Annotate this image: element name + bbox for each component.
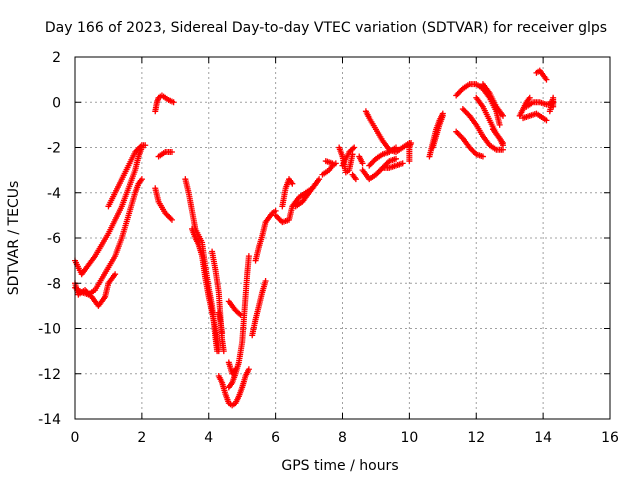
y-tick-label: -2 <box>47 141 61 157</box>
series-arc36 <box>459 106 506 153</box>
series-arc39 <box>489 126 506 149</box>
data-point <box>359 160 366 167</box>
data-point <box>543 76 550 83</box>
series-arc31 <box>406 139 415 165</box>
x-tick-label: 0 <box>71 430 80 446</box>
series-arc30 <box>379 160 406 171</box>
series-arc26 <box>359 155 399 183</box>
y-tick-label: -6 <box>47 231 61 247</box>
series-arc35 <box>453 128 486 160</box>
series-arc1 <box>72 144 145 278</box>
y-tick-label: -4 <box>47 186 61 202</box>
series-arc20 <box>292 180 319 210</box>
series-arc43 <box>533 67 550 83</box>
series-arc15 <box>225 359 239 377</box>
data-point <box>393 144 399 151</box>
data-point <box>237 311 244 318</box>
data-point <box>138 176 145 183</box>
series-arc24 <box>339 144 358 169</box>
data-point <box>351 144 358 151</box>
data-point <box>112 271 119 278</box>
data-point <box>170 99 177 106</box>
data-point <box>349 145 356 152</box>
series-arc33 <box>429 112 446 151</box>
data-point <box>316 176 323 183</box>
data-point <box>215 348 222 355</box>
x-tick-label: 4 <box>204 430 213 446</box>
data-point <box>220 348 227 355</box>
data-point <box>312 180 319 187</box>
x-axis-label: GPS time / hours <box>281 458 398 474</box>
x-tick-label: 14 <box>534 430 552 446</box>
x-tick-label: 12 <box>467 430 485 446</box>
grid <box>75 57 610 419</box>
data-point <box>245 366 252 373</box>
y-tick-label: 2 <box>52 50 61 66</box>
data-point <box>546 108 553 115</box>
axes <box>74 56 611 420</box>
series-arc27 <box>356 153 366 167</box>
series-arc44 <box>546 94 557 115</box>
data-point <box>439 112 446 119</box>
series-arc6 <box>152 185 175 223</box>
series-arc25 <box>349 171 359 183</box>
series-arc28 <box>362 108 413 156</box>
x-tick-label: 6 <box>271 430 280 446</box>
data-point <box>496 121 503 128</box>
data-point <box>168 149 175 156</box>
data-point <box>393 155 399 162</box>
y-tick-label: -12 <box>38 367 61 383</box>
data-marks <box>72 67 557 409</box>
y-tick-label: -14 <box>38 412 61 428</box>
data-point <box>219 330 226 337</box>
data-point <box>479 153 486 160</box>
y-tick-label: -10 <box>38 322 61 338</box>
data-point <box>236 310 243 317</box>
data-point <box>543 117 550 124</box>
series-arc19 <box>279 176 296 210</box>
data-point <box>262 277 269 284</box>
x-tick-label: 10 <box>400 430 418 446</box>
y-tick-label: -8 <box>47 276 61 292</box>
y-axis-label: SDTVAR / TECUs <box>6 181 22 296</box>
data-point <box>500 142 506 149</box>
series-arc5 <box>155 149 175 160</box>
y-tick-label: 0 <box>52 95 61 111</box>
data-point <box>289 180 296 187</box>
data-point <box>168 216 175 223</box>
data-point <box>329 160 336 167</box>
data-point <box>142 142 149 149</box>
series-arc17 <box>252 207 279 264</box>
data-point <box>526 94 533 101</box>
data-point <box>245 253 252 260</box>
x-tick-label: 8 <box>338 430 347 446</box>
series-arc16 <box>249 277 269 339</box>
series-arc29 <box>366 144 399 169</box>
series-arc13 <box>215 309 226 337</box>
x-tick-label: 16 <box>601 430 619 446</box>
series-arc41 <box>520 110 550 124</box>
series-arc38 <box>479 81 506 119</box>
data-point <box>352 176 359 183</box>
data-point <box>500 112 506 119</box>
data-point <box>408 139 415 146</box>
series-arc4 <box>105 142 149 210</box>
series-arc22 <box>322 158 336 167</box>
series-arc12 <box>225 253 252 391</box>
series-arc42 <box>523 99 557 110</box>
tick-labels: 0 2 4 6 8 10 12 14 16 2 0 -2 -4 -6 -8 -10 -12 -14 <box>38 50 619 446</box>
series-arc11 <box>215 366 252 409</box>
series-arc14 <box>225 298 244 318</box>
series-arc7 <box>152 92 177 115</box>
x-tick-label: 2 <box>137 430 146 446</box>
data-point <box>232 366 239 373</box>
series-arc9 <box>189 225 222 355</box>
chart-title: Day 166 of 2023, Sidereal Day-to-day VTE… <box>45 20 607 36</box>
data-point <box>399 160 406 167</box>
